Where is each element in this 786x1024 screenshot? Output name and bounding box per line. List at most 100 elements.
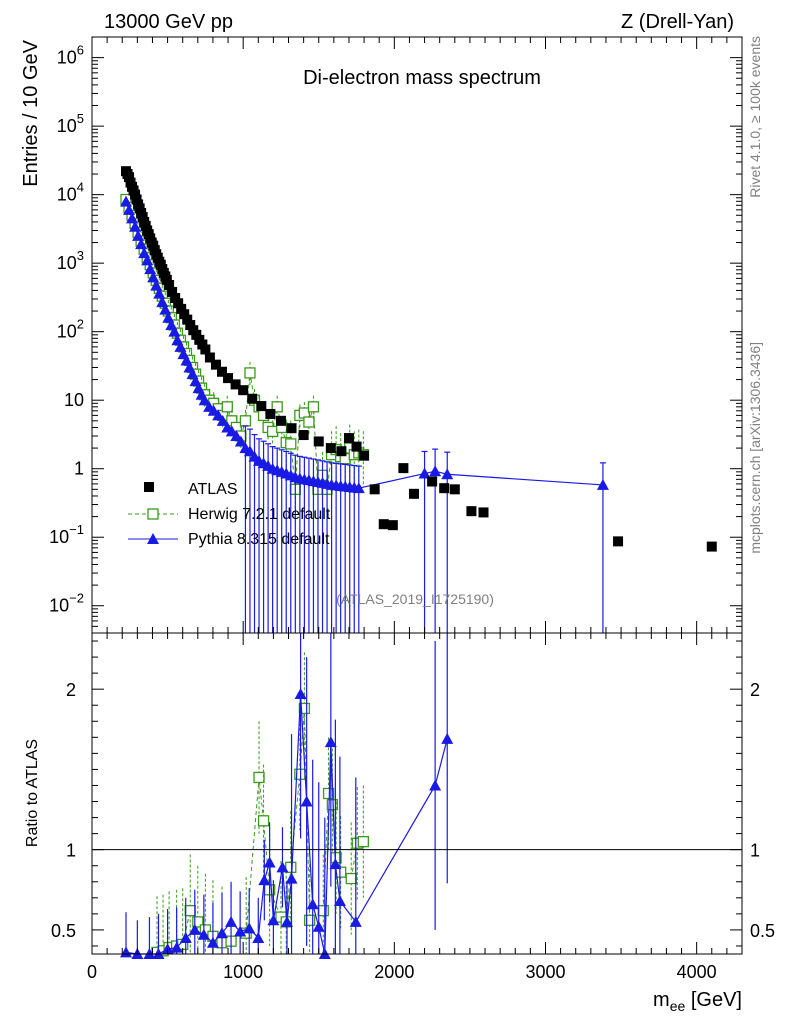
atlas-point	[265, 408, 276, 419]
pythia-ratio-point	[263, 856, 276, 868]
pythia-ratio-point	[179, 931, 192, 943]
y-tick-label: 106	[57, 43, 84, 68]
y-tick-exp: 4	[77, 180, 84, 195]
atlas-point	[325, 443, 336, 454]
herwig-ratio-point	[192, 916, 204, 928]
y-tick-label: 10−1	[49, 522, 84, 547]
y-tick-label: 102	[57, 317, 84, 342]
pythia-ratio-point	[429, 779, 442, 791]
pythia-ratio-point	[252, 931, 265, 943]
y-tick-label: 105	[57, 111, 84, 136]
pythia-point	[352, 482, 365, 494]
y-tick-label: 10	[64, 390, 84, 410]
atlas-point	[275, 415, 286, 426]
x-tick-label: 1000	[223, 962, 263, 982]
ratio-tick-label-right: 0.5	[750, 921, 775, 941]
y-tick-base: 10	[57, 253, 77, 273]
herwig-point	[244, 367, 256, 379]
legend-marker-pythia	[147, 533, 159, 544]
y-tick-exp: 3	[77, 248, 84, 263]
x-tick-label: 3000	[525, 962, 565, 982]
pythia-point	[141, 254, 154, 266]
watermark: (ATLAS_2019_I1725190)	[336, 591, 494, 607]
herwig-ratio-point	[304, 914, 316, 926]
pythia-ratio-point	[188, 923, 201, 935]
atlas-point	[369, 484, 380, 495]
herwig-ratio-point	[257, 815, 270, 827]
pythia-ratio-point	[120, 946, 133, 958]
pythia-ratio-point	[285, 872, 298, 884]
atlas-point	[613, 536, 624, 547]
pythia-ratio-point	[329, 858, 342, 870]
legend-label-pythia: Pythia 8.315 default	[188, 531, 330, 548]
pythia-ratio-point	[206, 936, 219, 948]
atlas-point	[200, 344, 211, 355]
pythia-point	[147, 271, 160, 283]
atlas-point	[427, 476, 438, 487]
atlas-point	[179, 309, 190, 320]
pythia-point	[216, 414, 229, 426]
pythia-ratio-point	[349, 915, 362, 927]
mcplots-ref: mcplots.cern.ch [arXiv:1306.3436]	[747, 342, 763, 554]
pythia-ratio-point	[216, 927, 228, 939]
header-right: Z (Drell-Yan)	[621, 11, 734, 33]
y-tick-base: 10	[57, 48, 77, 68]
herwig-ratio-point	[322, 787, 335, 800]
x-axis-label-m: m	[653, 989, 670, 1011]
atlas-point	[124, 172, 135, 183]
herwig-ratio-point	[326, 799, 338, 811]
atlas-point	[706, 541, 717, 552]
x-axis-label: mee [GeV]	[653, 989, 742, 1014]
atlas-point	[191, 329, 202, 340]
herwig-point	[221, 401, 233, 413]
header-left: 13000 GeV pp	[104, 11, 233, 33]
pythia-ratio-point	[225, 915, 238, 927]
pythia-ratio-point	[324, 736, 337, 748]
y-tick-exp: −2	[69, 591, 84, 606]
x-axis-label-sub: ee	[670, 998, 686, 1014]
atlas-point	[223, 373, 234, 384]
pythia-ratio-point	[258, 874, 271, 886]
atlas-point	[204, 352, 215, 363]
y-tick-base: 10	[57, 185, 77, 205]
pythia-point	[153, 287, 166, 299]
y-tick-label: 103	[57, 248, 84, 273]
atlas-point	[217, 366, 227, 377]
atlas-point	[176, 303, 187, 314]
pythia-point	[418, 467, 431, 479]
legend-marker-atlas	[144, 482, 154, 492]
rivet-version: Rivet 4.1.0, ≥ 100k events	[747, 36, 763, 198]
atlas-point	[182, 314, 193, 325]
pythia-ratio-point	[170, 941, 183, 953]
y-tick-base: 1	[74, 459, 84, 479]
y-tick-exp: 5	[77, 111, 84, 126]
atlas-point	[408, 488, 419, 499]
atlas-point	[173, 298, 184, 309]
ratio-tick-label-right: 2	[750, 680, 760, 700]
x-tick-label: 2000	[374, 962, 414, 982]
pythia-ratio-point	[312, 920, 325, 932]
pythia-ratio-point	[306, 898, 319, 910]
herwig-ratio-point	[285, 861, 297, 873]
y-tick-exp: 6	[77, 43, 84, 58]
pythia-ratio-point	[197, 928, 210, 940]
pythia-point	[129, 220, 142, 232]
ratio-tick-label: 0.5	[51, 921, 76, 941]
atlas-point	[256, 401, 267, 412]
legend: ATLAS Herwig 7.2.1 default Pythia 8.315 …	[128, 481, 331, 548]
y-tick-label: 1	[74, 459, 84, 479]
pythia-point	[168, 325, 181, 337]
x-axis-label-unit: [GeV]	[685, 989, 742, 1011]
atlas-point	[466, 506, 477, 517]
pythia-point	[123, 203, 136, 215]
atlas-point	[286, 423, 297, 434]
herwig-point	[285, 438, 297, 450]
herwig-point	[271, 401, 283, 413]
pythia-ratio-point	[243, 922, 256, 934]
pythia-ratio-point	[300, 795, 313, 807]
ratio-frame	[91, 632, 743, 955]
y-tick-base: 10	[64, 390, 84, 410]
atlas-point	[439, 483, 450, 494]
pythia-ratio-point	[281, 915, 293, 927]
